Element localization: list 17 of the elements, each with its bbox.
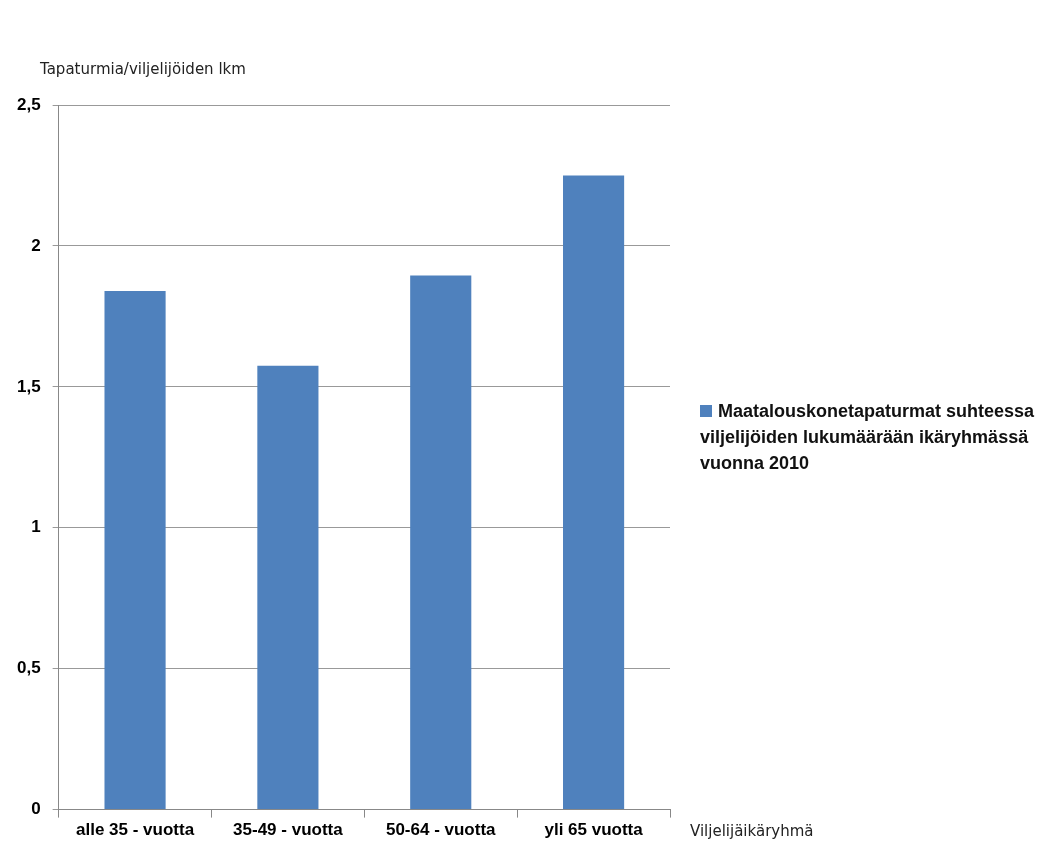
y-tick-label: 2 [31,235,41,255]
x-tick-label: 50-64 - vuotta [385,820,497,840]
y-tick-label: 1,5 [16,376,41,396]
y-tick-label: 0 [31,799,41,819]
x-tick-label: 35-49 - vuotta [233,820,344,840]
x-axis-title: Viljelijäikäryhmä [690,822,814,840]
y-tick-label: 1 [31,517,41,537]
x-tick-label: yli 65 vuotta [544,820,644,840]
y-axis-title: Tapaturmia/viljelijöiden lkm [40,60,246,78]
y-tick-label: 0,5 [16,658,41,678]
bar [563,175,625,810]
bar [257,365,319,810]
bar [104,291,166,810]
bar [410,275,472,810]
legend-label: Maatalouskonetapaturmat suhteessa viljelijöiden lukumäärään ikäryhmässä vuonna 2010 [700,400,1036,475]
y-tick-label: 2,5 [16,94,41,114]
x-tick-label: alle 35 - vuotta [76,820,195,840]
